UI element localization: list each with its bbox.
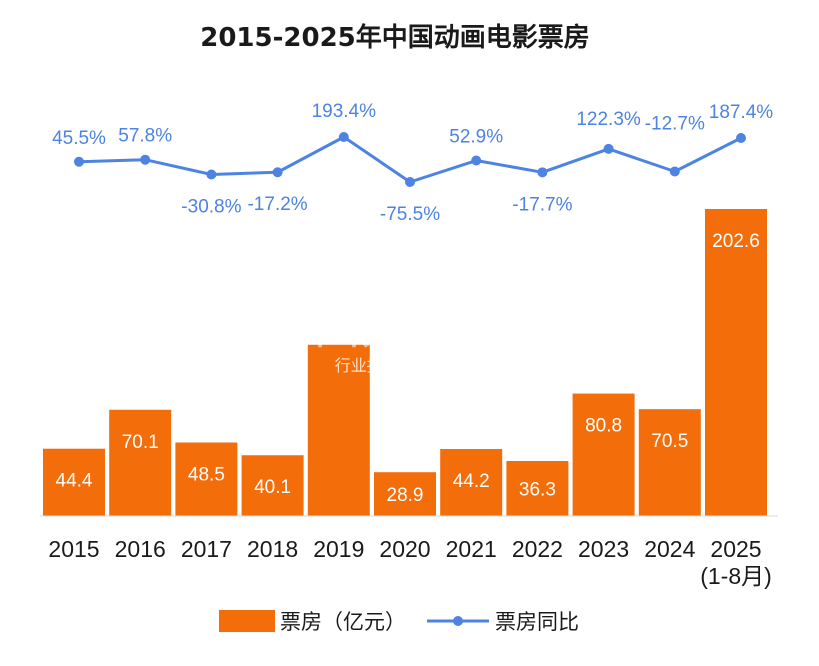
- line-point: [272, 167, 283, 178]
- line-value-label: 187.4%: [709, 102, 774, 123]
- x-tick-label: 2025: [710, 536, 761, 562]
- line-value-label: 193.4%: [312, 101, 377, 122]
- line-layer: 45.5% 57.8% -30.8% -17.2% 193.4% -75.5% 52.9% -…: [52, 101, 773, 225]
- bars-layer: 44.4 70.1 48.5 40.1 28.9 44.2 36.3 80.8 70.5 202.…: [43, 209, 767, 516]
- bar: [705, 209, 767, 516]
- line-value-label: -12.7%: [645, 113, 705, 134]
- legend-bar-label: 票房（亿元）: [280, 610, 406, 634]
- x-tick-label: 2021: [446, 536, 497, 562]
- bar: [440, 449, 503, 516]
- line-value-label: -30.8%: [181, 197, 241, 218]
- bar: [307, 344, 370, 516]
- watermark-sub: 行业报告 IPOIPO.CN: [335, 356, 486, 375]
- line-value-label: 52.9%: [449, 127, 503, 148]
- line-point: [206, 169, 217, 180]
- line-value-label: 45.5%: [52, 128, 106, 149]
- watermark: 仙并购家 行业报告 IPOIPO.CN: [310, 297, 510, 375]
- legend-line-dot: [453, 616, 463, 626]
- bar-value-label: 70.1: [122, 432, 159, 453]
- x-tick-label: 2020: [379, 536, 430, 562]
- bar-value-label: 48.5: [188, 465, 225, 486]
- line-point: [338, 132, 349, 142]
- line-point: [736, 133, 746, 144]
- bar-value-label: 36.3: [519, 479, 556, 500]
- legend: 票房（亿元） 票房同比: [219, 610, 579, 634]
- line-point: [140, 154, 151, 165]
- bar: [43, 448, 105, 516]
- legend-bar-swatch: [219, 610, 275, 632]
- x-axis: 2015 2016 2017 2018 2019 2020 2021 2022 2023 2024…: [48, 536, 771, 589]
- bar: [374, 472, 436, 516]
- bar-value-label: 40.1: [254, 477, 291, 498]
- line-value-label: -17.2%: [247, 194, 307, 215]
- bar: [506, 460, 569, 516]
- x-tick-sublabel: (1-8月): [700, 563, 772, 589]
- x-tick-label: 2019: [313, 536, 364, 562]
- line-value-label: -75.5%: [380, 204, 440, 225]
- line-point: [74, 156, 84, 167]
- bar: [241, 455, 304, 516]
- bar: [175, 442, 238, 516]
- watermark-main: 仙并购家: [310, 297, 510, 355]
- line-value-label: 57.8%: [118, 126, 172, 147]
- line-point: [603, 143, 614, 154]
- x-tick-label: 2018: [247, 536, 298, 562]
- line-value-label: 122.3%: [576, 109, 641, 130]
- bar-value-label: 28.9: [387, 485, 424, 506]
- x-tick-label: 2015: [48, 536, 99, 562]
- chart-title: 2015-2025年中国动画电影票房: [200, 22, 590, 53]
- x-tick-label: 2023: [578, 536, 629, 562]
- line-point: [537, 167, 548, 178]
- bar-value-label: 80.8: [585, 416, 622, 437]
- bar-value-label: 44.4: [56, 471, 93, 492]
- line-point: [471, 155, 482, 166]
- bar: [572, 393, 635, 516]
- line-value-label: -17.7%: [512, 194, 572, 215]
- x-tick-label: 2016: [115, 536, 166, 562]
- x-tick-label: 2024: [644, 536, 695, 562]
- bar-value-label: 202.6: [712, 231, 760, 252]
- legend-line-label: 票房同比: [495, 610, 579, 634]
- x-tick-label: 2017: [181, 536, 232, 562]
- line-series: [78, 135, 742, 184]
- bar-value-label: 44.2: [453, 471, 490, 492]
- bar: [638, 409, 701, 516]
- line-point: [669, 166, 680, 177]
- line-point: [405, 177, 415, 187]
- bar: [109, 409, 172, 516]
- bar-value-label: 70.5: [651, 431, 688, 452]
- x-tick-label: 2022: [512, 536, 563, 562]
